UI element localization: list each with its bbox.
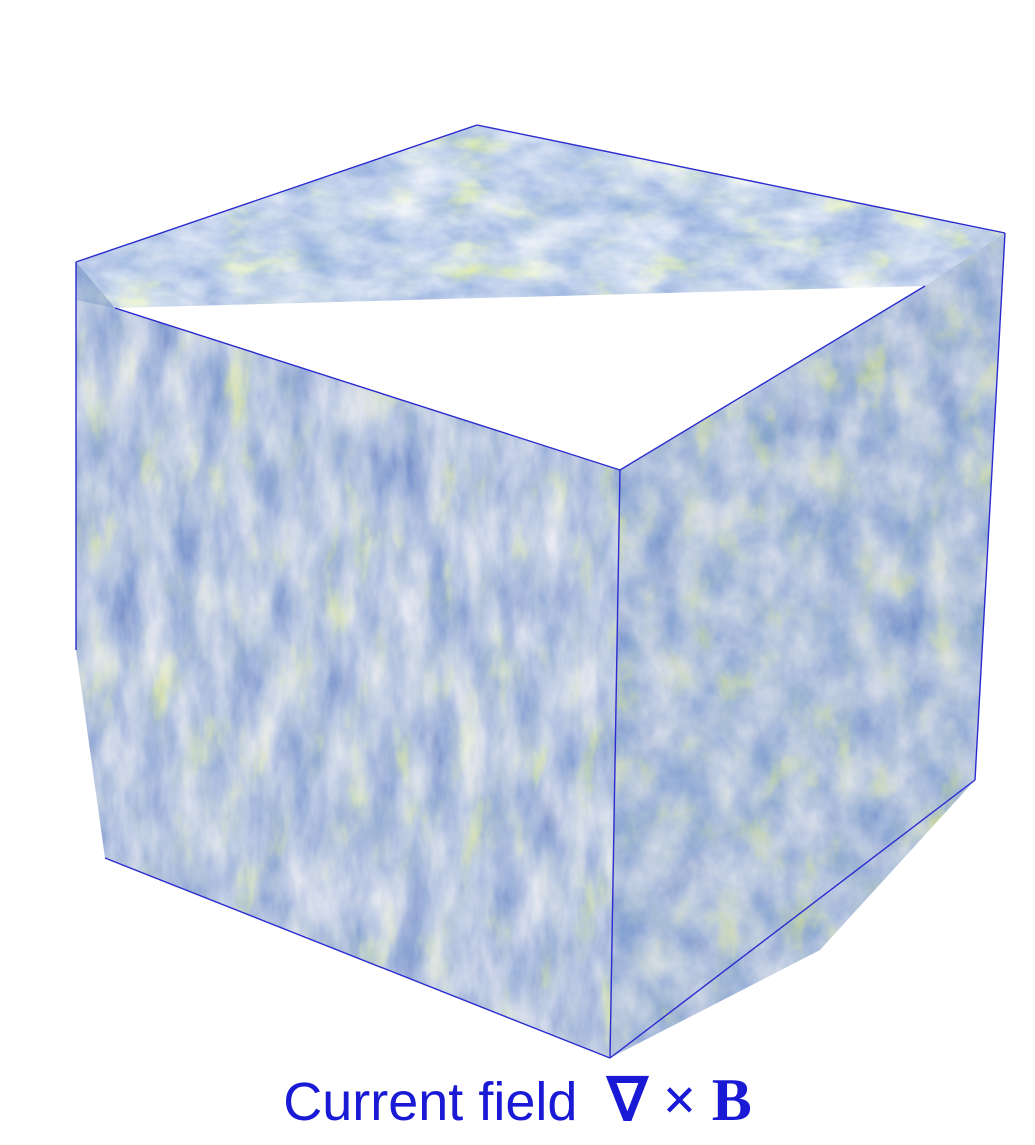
front-vertical-edge bbox=[609, 469, 621, 1059]
caption-label: Current field bbox=[283, 1072, 578, 1132]
right-face-shade bbox=[610, 233, 1005, 1058]
front-top-right-edge bbox=[619, 285, 926, 471]
bottom-right-edge bbox=[609, 779, 976, 1059]
back-top-right-edge bbox=[476, 124, 1006, 234]
figure-caption: Current field ∇ × B bbox=[0, 1065, 1035, 1135]
back-top-left-edge bbox=[75, 124, 478, 263]
turbulence-cube-render bbox=[75, 124, 1006, 1059]
front-top-left-edge bbox=[114, 307, 621, 471]
bottom-left-edge bbox=[104, 857, 611, 1059]
right-vertical-edge bbox=[974, 232, 1006, 781]
caption-formula: ∇ × B bbox=[607, 1067, 752, 1133]
left-face-shade bbox=[76, 262, 620, 1058]
cube-edges bbox=[75, 124, 1006, 1059]
